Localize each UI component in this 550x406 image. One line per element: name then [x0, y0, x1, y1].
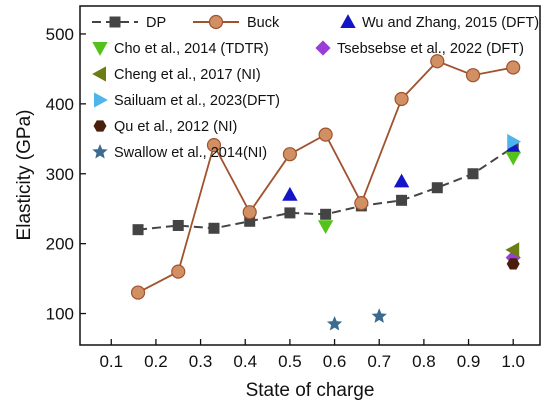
legend-item-sailuam-et-al-2023-dft: Sailuam et al., 2023(DFT): [94, 92, 280, 109]
legend-label: Swallow et al., 2014(NI): [114, 145, 267, 161]
x-tick-label: 0.2: [144, 352, 168, 371]
x-tick-label: 0.6: [323, 352, 347, 371]
legend-label: Wu and Zhang, 2015 (DFT): [362, 15, 539, 31]
x-tick-label: 0.3: [189, 352, 213, 371]
legend-item-buck: Buck: [193, 14, 280, 31]
y-tick-label: 100: [46, 305, 74, 324]
legend-marker: [92, 42, 108, 56]
legend-marker: [340, 14, 356, 29]
data-point-buck-6: [354, 196, 369, 211]
data-point-swallow-et-al-2014-ni-1: [371, 308, 387, 323]
x-tick-label: 1.0: [501, 352, 525, 371]
x-tick-label: 0.8: [412, 352, 436, 371]
data-point-buck-4: [282, 147, 298, 162]
data-point-cho-et-al-2014-tdtr-0: [317, 220, 334, 235]
data-point-sailuam-et-al-2023-dft-0: [507, 133, 522, 150]
legend-item-wu-and-zhang-2015-dft: Wu and Zhang, 2015 (DFT): [340, 14, 539, 31]
data-point-buck-9: [465, 68, 481, 83]
series-cheng-et-al-2017-ni: [505, 242, 520, 258]
data-point-buck-5: [318, 127, 333, 142]
data-point-buck-8: [430, 54, 445, 69]
data-point-wu-and-zhang-2015-dft-0: [282, 186, 298, 201]
legend-item-cho-et-al-2014-tdtr: Cho et al., 2014 (TDTR): [92, 41, 269, 57]
data-point-dp-1: [172, 219, 184, 231]
x-tick-label: 0.1: [99, 352, 123, 371]
series-layer: [130, 54, 522, 331]
legend-label: Qu et al., 2012 (NI): [114, 119, 237, 135]
plot-frame: [79, 5, 541, 346]
data-point-swallow-et-al-2014-ni-0: [326, 315, 343, 331]
data-point-cho-et-al-2014-tdtr-1: [505, 151, 521, 166]
data-point-dp-5: [320, 208, 332, 220]
data-point-buck-0: [130, 285, 146, 300]
data-point-buck-10: [506, 60, 521, 75]
legend-marker: [208, 14, 224, 30]
x-tick-label: 0.5: [278, 352, 302, 371]
legend-marker: [94, 92, 108, 108]
data-point-buck-7: [394, 91, 409, 107]
series-qu-et-al-2012-ni: [506, 258, 520, 270]
data-point-dp-4: [284, 207, 296, 219]
series-swallow-et-al-2014-ni: [326, 308, 387, 331]
legend-marker: [92, 143, 108, 159]
legend-item-cheng-et-al-2017-ni: Cheng et al., 2017 (NI): [92, 66, 261, 83]
y-tick-label: 200: [46, 235, 74, 254]
data-point-dp-0: [132, 224, 144, 236]
series-sailuam-et-al-2023-dft: [507, 133, 522, 150]
legend-item-qu-et-al-2012-ni: Qu et al., 2012 (NI): [93, 119, 237, 135]
data-point-qu-et-al-2012-ni-0: [506, 258, 520, 270]
series-wu-and-zhang-2015-dft: [282, 139, 521, 201]
legend-item-swallow-et-al-2014-ni: Swallow et al., 2014(NI): [92, 143, 267, 161]
data-point-wu-and-zhang-2015-dft-1: [393, 173, 410, 188]
ticks-layer: 0.1 0.2 0.3 0.4 0.5 0.6 0.7 0.8 0.9 1.0 100 200 300 4…: [46, 25, 525, 371]
legend-marker: [109, 16, 121, 28]
y-tick-label: 500: [46, 25, 74, 44]
legend-label: Buck: [247, 15, 280, 31]
legend-item-tsebsebse-et-al-2022-dft: Tsebsebse et al., 2022 (DFT): [315, 40, 524, 57]
x-axis-title: State of charge: [246, 380, 375, 401]
x-tick-label: 0.4: [233, 352, 257, 371]
legend-label: Sailuam et al., 2023(DFT): [114, 93, 280, 109]
data-point-dp-2: [208, 222, 220, 234]
x-tick-label: 0.7: [367, 352, 391, 371]
y-axis-title: Elasticity (GPa): [14, 110, 35, 241]
series-cho-et-al-2014-tdtr: [317, 151, 521, 235]
legend-label: DP: [146, 15, 166, 31]
series-buck: [130, 54, 521, 300]
legend-marker: [93, 120, 107, 132]
data-point-buck-2: [206, 137, 222, 153]
data-point-dp-9: [467, 168, 479, 180]
data-point-dp-8: [431, 182, 443, 194]
data-point-buck-1: [171, 264, 186, 279]
legend-marker: [315, 40, 331, 56]
y-tick-label: 400: [46, 95, 74, 114]
legend-label: Cho et al., 2014 (TDTR): [114, 41, 269, 57]
legend-label: Cheng et al., 2017 (NI): [114, 67, 261, 83]
y-tick-label: 300: [46, 165, 74, 184]
data-point-dp-7: [396, 194, 408, 206]
data-point-buck-3: [242, 205, 257, 220]
x-tick-label: 0.9: [457, 352, 481, 371]
legend-label: Tsebsebse et al., 2022 (DFT): [337, 41, 524, 57]
legend-item-dp: DP: [92, 15, 166, 31]
data-point-cheng-et-al-2017-ni-0: [505, 242, 520, 258]
legend: DP Buck Wu and Zhang, 2015 (DFT) Cho et al.…: [92, 14, 539, 161]
legend-marker: [92, 66, 106, 82]
